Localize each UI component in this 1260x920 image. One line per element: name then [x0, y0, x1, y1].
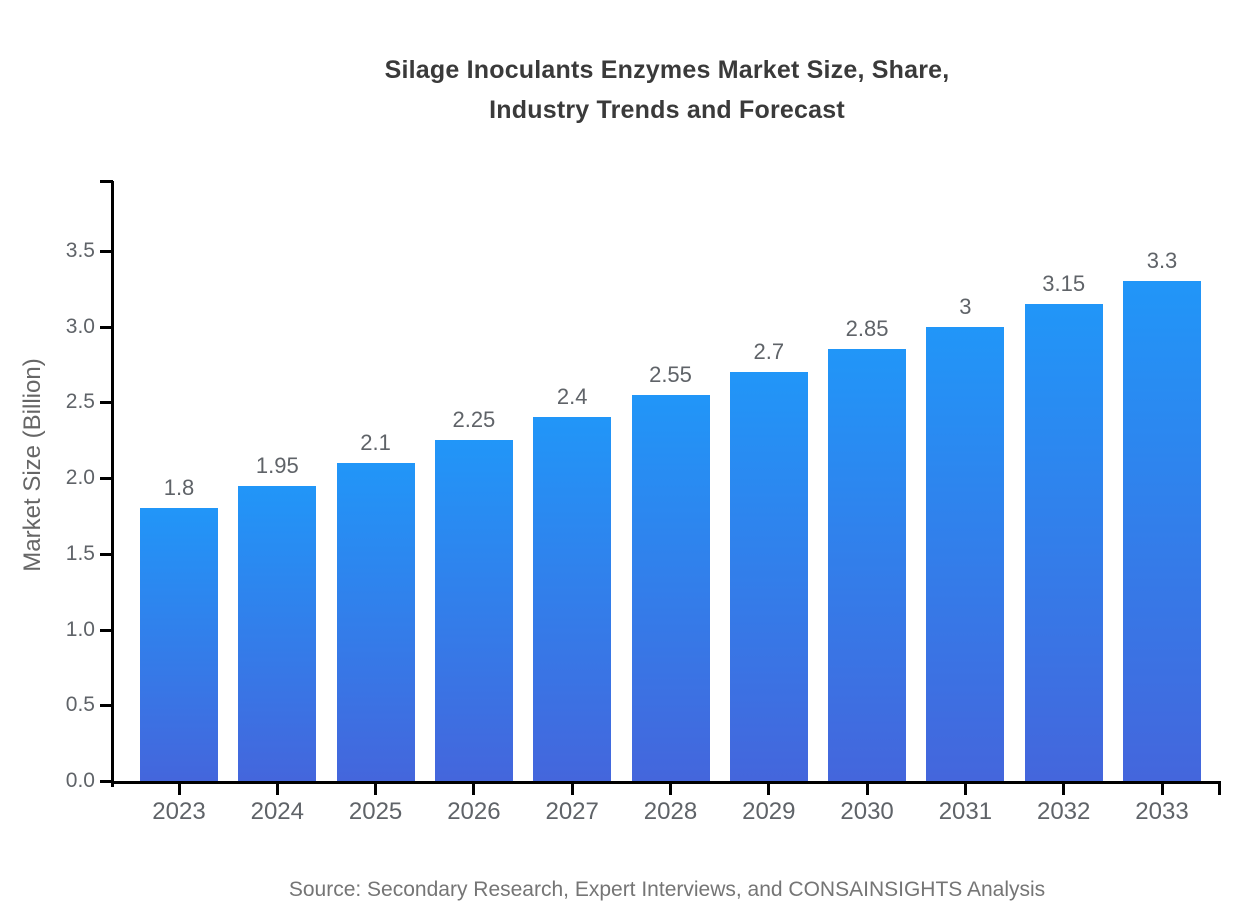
- x-tick-label: 2031: [938, 798, 993, 825]
- x-tick-mark: [472, 781, 476, 795]
- y-tick-mark: [100, 401, 113, 405]
- x-tick-mark: [963, 781, 967, 795]
- x-tick-label: 2029: [742, 798, 796, 825]
- bar: [828, 349, 907, 781]
- x-axis-end-cap: [1218, 781, 1221, 795]
- x-axis-line: [111, 781, 1221, 784]
- x-tick-label: 2033: [1135, 798, 1189, 825]
- bar: [533, 417, 612, 781]
- bar-value-label: 2.25: [452, 407, 496, 433]
- y-tick-mark: [100, 628, 113, 632]
- bar-value-label: 1.8: [163, 475, 195, 501]
- bar: [238, 485, 317, 781]
- bar: [434, 440, 513, 781]
- x-tick-mark: [570, 781, 574, 795]
- bar: [631, 394, 710, 781]
- y-tick-label: 1.0: [65, 617, 95, 641]
- y-tick-mark: [100, 477, 113, 480]
- bar-value-label: 2.4: [556, 384, 588, 410]
- bar: [926, 326, 1005, 781]
- chart-title-line1: Silage Inoculants Enzymes Market Size, S…: [384, 56, 950, 84]
- bar-value-label: 2.1: [360, 429, 391, 455]
- y-axis-line: [111, 181, 114, 787]
- x-tick-label: 2026: [447, 798, 501, 825]
- chart-title-line2: Industry Trends and Forecast: [489, 96, 845, 124]
- y-tick-label: 3.5: [65, 238, 95, 262]
- bar: [729, 371, 808, 781]
- y-tick-mark: [100, 249, 113, 253]
- y-tick-label: 0.5: [65, 693, 95, 717]
- x-tick-mark: [374, 781, 378, 795]
- x-tick-label: 2023: [152, 798, 206, 825]
- y-axis-end-cap: [100, 180, 113, 183]
- bar: [336, 462, 415, 781]
- x-tick-label: 2028: [643, 798, 698, 825]
- x-tick-label: 2025: [348, 798, 403, 825]
- bar-value-label: 2.85: [845, 316, 889, 342]
- y-tick-label: 2.5: [65, 390, 95, 414]
- bar-value-label: 3: [959, 293, 972, 319]
- source-note: Source: Secondary Research, Expert Inter…: [288, 878, 1046, 901]
- x-tick-mark: [767, 781, 771, 795]
- x-tick-mark: [1160, 781, 1164, 795]
- x-tick-mark: [177, 781, 181, 795]
- y-tick-mark: [100, 704, 113, 708]
- bar-value-label: 2.7: [753, 338, 785, 364]
- bar-value-label: 3.3: [1146, 248, 1178, 274]
- x-tick-mark: [669, 781, 672, 795]
- y-tick-mark: [100, 325, 113, 329]
- y-tick-mark: [100, 552, 113, 556]
- x-tick-mark: [865, 781, 869, 795]
- x-tick-label: 2030: [840, 798, 894, 825]
- y-tick-label: 3.0: [65, 314, 95, 338]
- bar-value-label: 3.15: [1042, 270, 1086, 296]
- bar-value-label: 2.55: [649, 361, 692, 387]
- y-tick-mark: [100, 780, 113, 783]
- x-tick-label: 2032: [1036, 798, 1091, 825]
- chart-title: Silage Inoculants Enzymes Market Size, S…: [113, 50, 1221, 130]
- x-tick-label: 2027: [545, 798, 599, 825]
- bar: [1123, 281, 1201, 781]
- y-tick-label: 0.0: [65, 769, 95, 792]
- x-tick-mark: [1062, 781, 1066, 795]
- y-tick-label: 2.0: [65, 466, 95, 489]
- bar: [1024, 303, 1103, 781]
- bar-value-label: 1.95: [255, 452, 299, 478]
- x-tick-label: 2024: [250, 798, 304, 825]
- y-tick-label: 1.5: [65, 541, 95, 565]
- x-tick-mark: [275, 781, 279, 795]
- bar: [140, 508, 218, 781]
